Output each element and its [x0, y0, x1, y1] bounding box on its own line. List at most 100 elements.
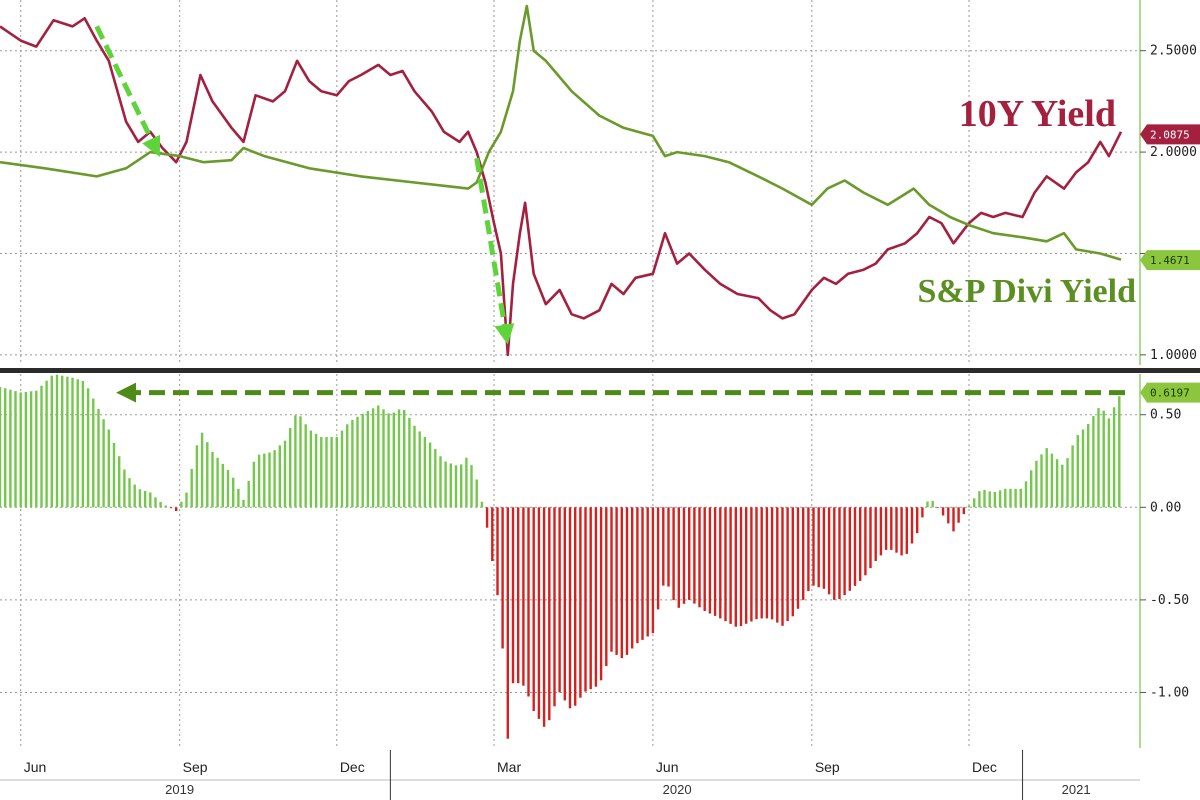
- spread-bar: [1061, 464, 1064, 508]
- spread-bar: [309, 430, 313, 508]
- spread-bar: [734, 507, 737, 627]
- spread-bar: [802, 507, 805, 600]
- spread-bar: [247, 480, 250, 508]
- x-year-label: 2021: [1062, 782, 1091, 797]
- spread-bar: [916, 507, 919, 534]
- top-grid: [0, 0, 1140, 365]
- spread-bar: [9, 389, 12, 508]
- spread-bar: [226, 469, 230, 508]
- spread-bar: [387, 413, 390, 508]
- spread-bar: [693, 507, 696, 604]
- spread-bar: [86, 388, 90, 508]
- spread-bar: [760, 507, 763, 619]
- x-year-label: 2020: [663, 782, 692, 797]
- spread-bar: [14, 391, 17, 508]
- spread-bar: [206, 442, 209, 508]
- spread-bar: [169, 507, 173, 509]
- spread-bar: [511, 507, 515, 684]
- spread-bar: [1045, 448, 1048, 508]
- spread-bar: [330, 437, 333, 508]
- spread-bar: [496, 507, 499, 596]
- spread-bar: [1112, 407, 1116, 508]
- spread-bar: [377, 405, 380, 508]
- spread-bar: [465, 457, 468, 508]
- x-tick-label: Jun: [24, 759, 47, 775]
- spread-bar: [97, 408, 100, 508]
- spread-bar: [993, 492, 997, 508]
- spread-bar: [770, 507, 774, 620]
- spread-bar: [273, 450, 276, 508]
- spread-bar: [112, 442, 116, 508]
- spread-bar: [294, 415, 297, 508]
- spread-bar: [1035, 460, 1038, 508]
- spread-bar: [480, 501, 484, 508]
- spread-bar: [24, 391, 28, 508]
- spread-bar: [620, 507, 623, 659]
- spread-bar: [983, 489, 986, 508]
- spread-bar: [957, 507, 960, 523]
- spread-bar: [636, 507, 639, 644]
- spread-bar: [812, 507, 815, 586]
- spread-bar: [1087, 424, 1090, 508]
- spread-bar: [1097, 408, 1100, 508]
- annotation-divi-yield: S&P Divi Yield: [918, 273, 1137, 310]
- spread-bar: [558, 507, 561, 693]
- spread-bar: [672, 507, 675, 601]
- trend-arrow-1: [94, 25, 161, 158]
- series-line-10y-yield: [0, 17, 1123, 357]
- top-y-tick-label: 1.0000: [1150, 348, 1197, 363]
- spread-bar: [211, 451, 214, 508]
- bottom-y-tick-label: -0.50: [1150, 593, 1189, 608]
- spread-bar: [776, 507, 779, 623]
- spread-bar: [470, 465, 473, 508]
- spread-bar: [361, 413, 364, 508]
- spread-bar: [4, 388, 7, 508]
- spread-bar: [548, 507, 551, 721]
- spread-bar: [164, 505, 167, 508]
- spread-bar: [449, 463, 452, 508]
- last-value-label: 0.6197: [1150, 387, 1190, 400]
- spread-bar: [392, 412, 395, 508]
- bottom-panel: -1.00 -0.50 0.00 0.50 0.6197: [0, 374, 1200, 748]
- spread-bar: [594, 507, 598, 687]
- spread-bar: [895, 507, 898, 553]
- spread-bar: [283, 440, 287, 508]
- x-axis: Jun Sep Dec Mar Jun Sep Dec 2019 2020 2021: [0, 750, 1140, 800]
- spread-bar: [325, 437, 328, 508]
- spread-bar: [874, 507, 877, 561]
- spread-bar: [755, 507, 758, 620]
- spread-bar: [527, 507, 530, 697]
- spread-bar: [542, 507, 546, 727]
- spread-bar: [485, 507, 489, 528]
- spread-bar: [506, 507, 509, 739]
- spread-bar: [138, 489, 142, 508]
- spread-bar: [1092, 416, 1095, 508]
- spread-bar: [1066, 458, 1069, 508]
- spread-bar: [853, 507, 857, 586]
- spread-bar: [1107, 418, 1111, 508]
- spread-bar: [869, 507, 872, 569]
- spread-bar: [781, 507, 784, 626]
- spread-bar: [19, 392, 22, 508]
- spread-bar: [724, 507, 727, 622]
- spread-bar: [366, 411, 370, 508]
- spread-bar: [102, 419, 105, 508]
- spread-bar: [1050, 453, 1054, 508]
- spread-bar: [304, 424, 307, 508]
- bottom-badges: 0.6197: [1140, 382, 1200, 403]
- top-arrows: [94, 25, 515, 345]
- spread-bar: [149, 492, 152, 508]
- spread-bar: [921, 507, 924, 518]
- spread-bar: [905, 507, 908, 554]
- spread-bar: [719, 507, 722, 619]
- spread-bar: [833, 507, 836, 600]
- last-value-label: 2.0875: [1150, 128, 1190, 141]
- spread-bar: [454, 465, 458, 508]
- spread-bar: [631, 507, 634, 649]
- spread-bar: [936, 507, 940, 509]
- spread-bar: [817, 507, 820, 588]
- spread-bar: [128, 478, 131, 508]
- spread-bar: [589, 507, 592, 690]
- bottom-y-tick-label: 0.50: [1150, 408, 1181, 423]
- spread-bar: [1024, 481, 1028, 508]
